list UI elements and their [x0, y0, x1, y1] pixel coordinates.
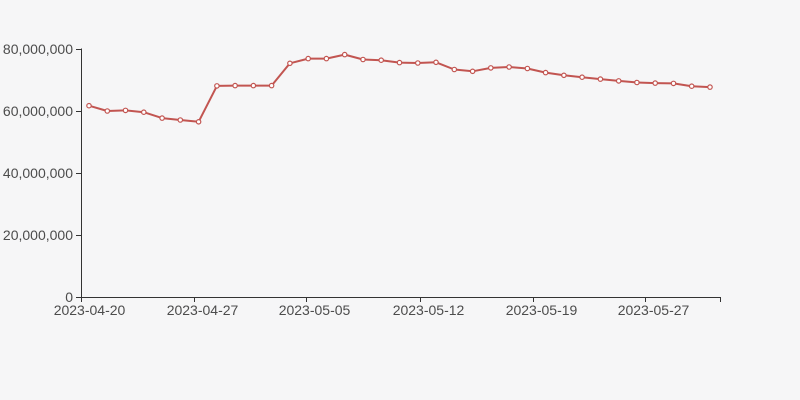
data-point-marker[interactable] [615, 78, 622, 84]
y-tick-label: 80,000,000 [3, 41, 73, 57]
y-axis: 0 20,000,000 40,000,000 60,000,000 80,000,00… [3, 41, 81, 305]
data-point-marker[interactable] [688, 83, 695, 90]
data-point-marker[interactable] [378, 57, 385, 64]
data-point-marker[interactable] [524, 65, 531, 72]
data-point-marker[interactable] [487, 65, 494, 71]
data-point-marker[interactable] [287, 60, 293, 67]
data-point-marker[interactable] [670, 80, 677, 87]
x-tick-label: 2023-04-27 [167, 302, 239, 318]
data-point-marker[interactable] [360, 56, 366, 63]
data-point-marker[interactable] [104, 108, 111, 114]
data-point-marker[interactable] [159, 115, 165, 121]
y-tick-label: 40,000,000 [3, 165, 73, 181]
x-tick-label: 2023-04-20 [54, 302, 126, 318]
data-point-marker[interactable] [652, 80, 659, 86]
data-point-marker[interactable] [707, 84, 713, 90]
data-point-marker[interactable] [195, 119, 202, 125]
data-point-marker[interactable] [506, 64, 512, 70]
data-point-marker[interactable] [323, 55, 330, 62]
data-point-marker[interactable] [250, 82, 257, 89]
y-tick-label: 60,000,000 [3, 103, 73, 119]
data-point-marker[interactable] [177, 117, 184, 123]
data-point-marker[interactable] [214, 83, 220, 89]
data-point-marker[interactable] [542, 69, 549, 76]
data-point-marker[interactable] [451, 66, 458, 73]
x-tick-label: 2023-05-27 [618, 302, 690, 318]
series-markers [86, 51, 713, 125]
data-point-marker[interactable] [634, 79, 640, 86]
data-point-marker[interactable] [305, 55, 312, 62]
data-point-marker[interactable] [414, 60, 421, 66]
axes [81, 48, 721, 298]
x-tick-label: 2023-05-05 [279, 302, 351, 318]
y-tick-label: 0 [65, 289, 73, 305]
data-point-marker[interactable] [232, 82, 238, 89]
data-point-marker[interactable] [141, 109, 147, 116]
x-tick-label: 2023-05-12 [393, 302, 465, 318]
data-point-marker[interactable] [122, 107, 129, 114]
data-point-marker[interactable] [433, 59, 439, 66]
data-point-marker[interactable] [597, 76, 604, 82]
data-point-marker[interactable] [561, 72, 567, 79]
data-point-marker[interactable] [469, 68, 476, 75]
data-point-marker[interactable] [341, 51, 348, 58]
data-point-marker[interactable] [268, 82, 275, 89]
x-tick-label: 2023-05-19 [506, 302, 578, 318]
data-point-marker[interactable] [579, 74, 585, 81]
data-point-marker[interactable] [396, 59, 403, 66]
data-point-marker[interactable] [86, 102, 92, 109]
x-axis: 2023-04-20 2023-04-27 2023-05-05 2023-05-12… [54, 297, 721, 318]
y-tick-label: 20,000,000 [3, 227, 73, 243]
